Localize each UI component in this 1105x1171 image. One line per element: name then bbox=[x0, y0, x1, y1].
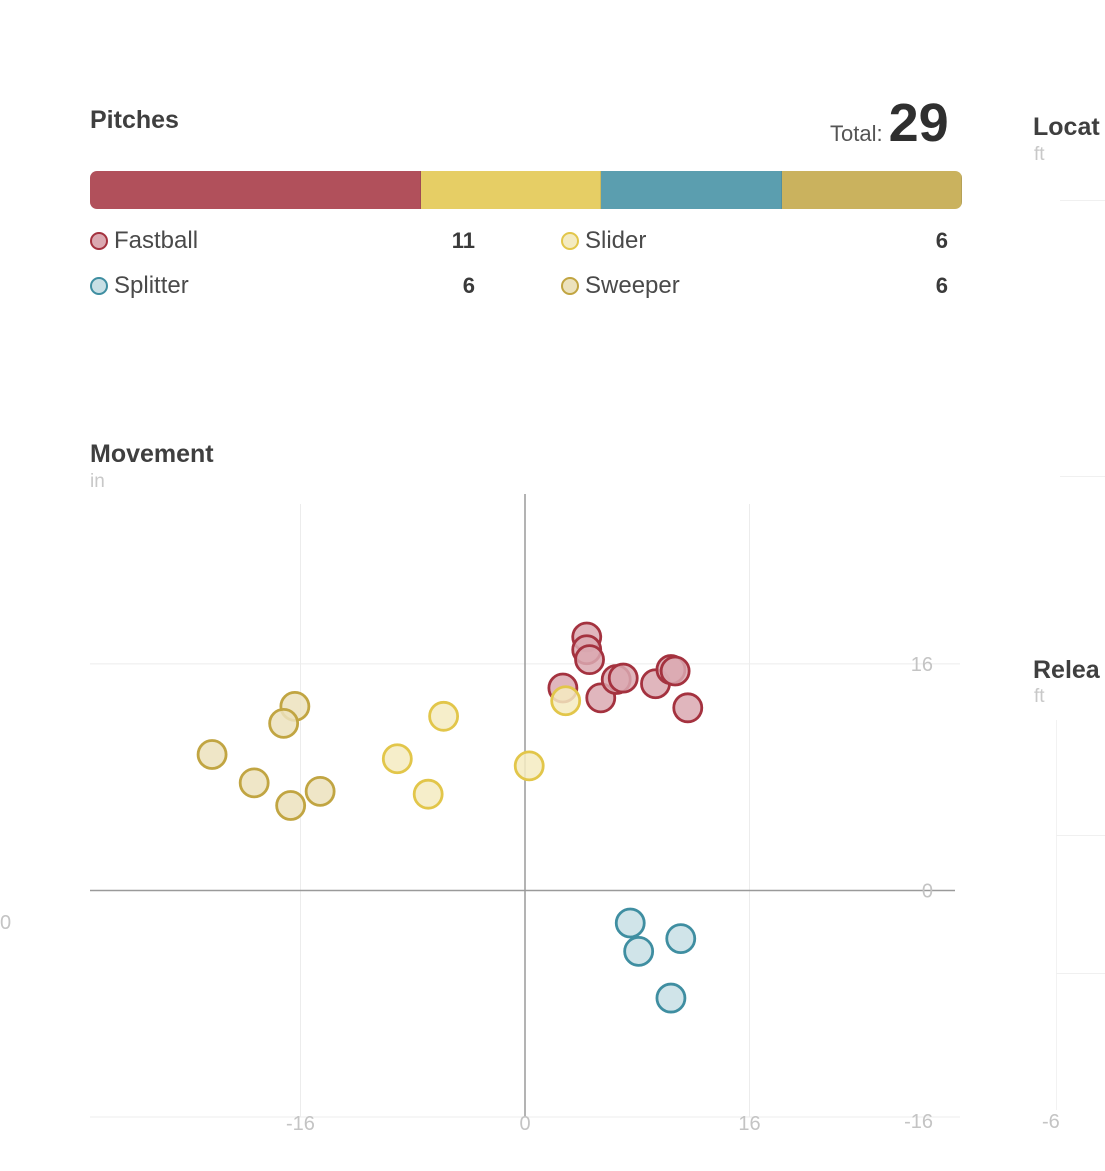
splitter-dot-icon bbox=[90, 277, 108, 295]
sweeper-point bbox=[238, 767, 270, 799]
x-tick-label: 16 bbox=[738, 1113, 760, 1135]
splitter-point bbox=[623, 935, 655, 967]
legend-sweeper[interactable]: Sweeper 6 bbox=[561, 272, 948, 300]
sweeper-point bbox=[196, 739, 228, 770]
legend-fastball[interactable]: Fastball 11 bbox=[90, 227, 475, 255]
slider-dot-icon bbox=[561, 232, 579, 250]
pitch-bar-segment-sweeper[interactable] bbox=[781, 171, 962, 209]
legend-count-slider: 6 bbox=[935, 228, 948, 253]
release-tick-label: -6 bbox=[1042, 1111, 1060, 1133]
y-tick-label: 16 bbox=[911, 654, 933, 676]
pitch-total: Total: 29 bbox=[830, 96, 949, 150]
release-unit: ft bbox=[1034, 686, 1045, 707]
pitch-bar-segment-splitter[interactable] bbox=[601, 171, 782, 209]
total-label: Total: bbox=[830, 121, 883, 146]
release-gridline bbox=[1056, 835, 1105, 836]
splitter-point bbox=[655, 982, 687, 1014]
x-tick-label: 0 bbox=[519, 1113, 530, 1135]
pitch-bar-segment-fastball[interactable] bbox=[90, 171, 421, 209]
legend-count-fastball: 11 bbox=[451, 228, 475, 253]
fastball-point bbox=[672, 692, 704, 724]
sweeper-point bbox=[304, 775, 336, 807]
slider-point bbox=[381, 743, 413, 775]
sweeper-point bbox=[275, 790, 307, 821]
slider-point bbox=[428, 700, 460, 732]
location-gridline bbox=[1060, 200, 1105, 201]
total-value: 29 bbox=[888, 93, 949, 153]
movement-unit: in bbox=[90, 471, 105, 492]
fastball-point bbox=[607, 662, 639, 694]
y-tick-label: 0 bbox=[922, 880, 933, 902]
sweeper-point bbox=[268, 707, 300, 739]
release-title: Relea bbox=[1033, 656, 1100, 684]
pitch-mix-bar bbox=[90, 171, 962, 209]
location-unit: ft bbox=[1034, 144, 1045, 165]
splitter-point bbox=[665, 923, 697, 954]
left-edge-tick-label: 0 bbox=[0, 912, 12, 934]
legend-count-sweeper: 6 bbox=[935, 273, 948, 298]
slider-point bbox=[550, 685, 582, 717]
release-axis-line bbox=[1056, 720, 1057, 1110]
legend-label-fastball: Fastball bbox=[114, 227, 199, 254]
location-title: Locat bbox=[1033, 113, 1100, 141]
pitches-title: Pitches bbox=[90, 106, 179, 134]
slider-point bbox=[412, 778, 444, 810]
fastball-point bbox=[659, 655, 691, 687]
sweeper-dot-icon bbox=[561, 277, 579, 295]
location-gridline bbox=[1060, 476, 1105, 477]
fastball-point bbox=[574, 644, 605, 676]
legend-splitter[interactable]: Splitter 6 bbox=[90, 272, 475, 300]
splitter-point bbox=[614, 907, 646, 939]
fastball-dot-icon bbox=[90, 232, 108, 250]
x-tick-label: -16 bbox=[286, 1113, 315, 1135]
movement-title: Movement bbox=[90, 440, 214, 468]
release-gridline bbox=[1056, 973, 1105, 974]
legend-label-slider: Slider bbox=[585, 227, 647, 254]
legend-label-splitter: Splitter bbox=[114, 272, 189, 299]
legend-count-splitter: 6 bbox=[462, 273, 475, 298]
legend-slider[interactable]: Slider 6 bbox=[561, 227, 948, 255]
y-tick-label: -16 bbox=[904, 1111, 933, 1133]
legend-label-sweeper: Sweeper bbox=[585, 272, 680, 299]
pitch-bar-segment-slider[interactable] bbox=[420, 171, 602, 209]
slider-point bbox=[513, 750, 545, 782]
